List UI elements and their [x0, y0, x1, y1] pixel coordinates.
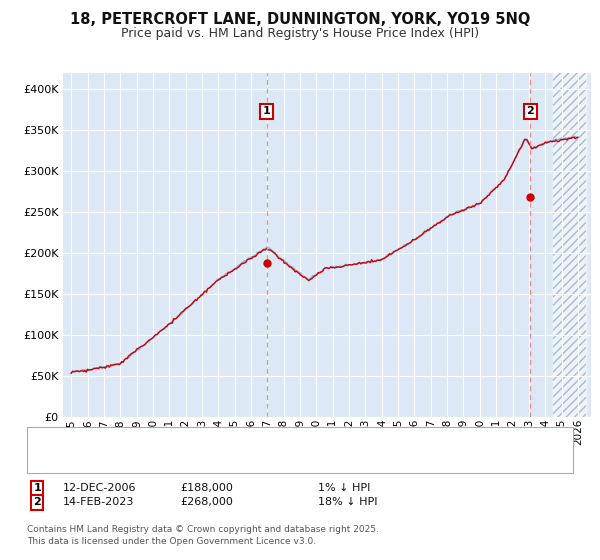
Bar: [553, 73, 586, 417]
Text: HPI: Average price, semi-detached house, York: HPI: Average price, semi-detached house,…: [72, 463, 316, 473]
Text: £188,000: £188,000: [180, 483, 233, 493]
Text: 12-DEC-2006: 12-DEC-2006: [63, 483, 137, 493]
Text: 14-FEB-2023: 14-FEB-2023: [63, 497, 134, 507]
Text: 18% ↓ HPI: 18% ↓ HPI: [318, 497, 377, 507]
Text: 2: 2: [526, 106, 534, 116]
Bar: [553, 73, 586, 417]
Text: £268,000: £268,000: [180, 497, 233, 507]
Text: 1: 1: [34, 483, 41, 493]
Text: 2: 2: [34, 497, 41, 507]
Text: 1: 1: [263, 106, 271, 116]
Text: 1% ↓ HPI: 1% ↓ HPI: [318, 483, 370, 493]
Text: Price paid vs. HM Land Registry's House Price Index (HPI): Price paid vs. HM Land Registry's House …: [121, 27, 479, 40]
Bar: [553, 73, 586, 417]
Text: 18, PETERCROFT LANE, DUNNINGTON, YORK, YO19 5NQ (semi-detached house): 18, PETERCROFT LANE, DUNNINGTON, YORK, Y…: [72, 452, 485, 463]
Text: Contains HM Land Registry data © Crown copyright and database right 2025.
This d: Contains HM Land Registry data © Crown c…: [27, 525, 379, 545]
Text: 18, PETERCROFT LANE, DUNNINGTON, YORK, YO19 5NQ: 18, PETERCROFT LANE, DUNNINGTON, YORK, Y…: [70, 12, 530, 27]
